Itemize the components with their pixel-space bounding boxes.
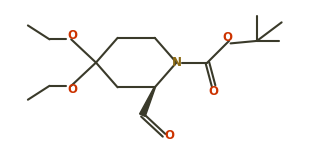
Text: O: O xyxy=(165,129,175,142)
Text: N: N xyxy=(171,56,181,69)
Text: O: O xyxy=(68,83,77,96)
Text: O: O xyxy=(223,31,233,44)
Text: O: O xyxy=(68,29,77,42)
Polygon shape xyxy=(139,87,155,116)
Text: O: O xyxy=(209,85,218,98)
